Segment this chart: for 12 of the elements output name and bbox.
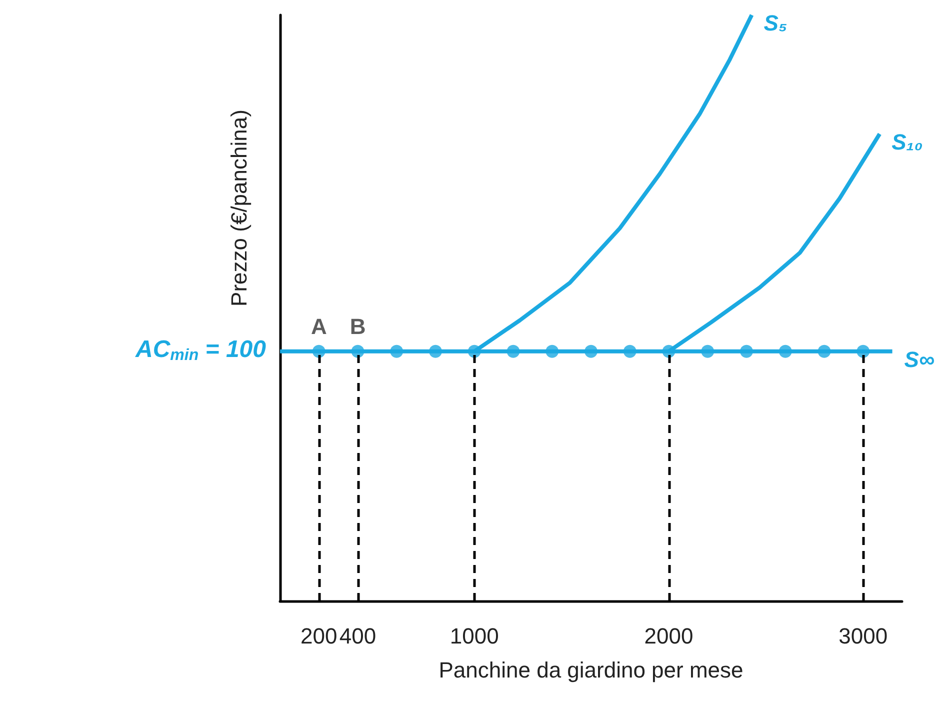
annotation: A — [310, 314, 327, 339]
y-axis-title: Prezzo (€/panchina) — [226, 110, 252, 306]
x-tick-label: 200 — [300, 624, 338, 648]
x-tick-label: 400 — [339, 624, 376, 648]
series-label: S₁₀ — [892, 129, 923, 154]
x-tick-label: 3000 — [838, 624, 888, 648]
x-axis-title: Panchine da giardino per mese — [438, 658, 744, 682]
x-tick-label: 2000 — [644, 624, 694, 648]
series-label: S∞ — [904, 346, 935, 372]
series-label: S₅ — [764, 10, 788, 36]
x-tick-label: 1000 — [450, 624, 499, 648]
annotation: B — [350, 314, 366, 339]
